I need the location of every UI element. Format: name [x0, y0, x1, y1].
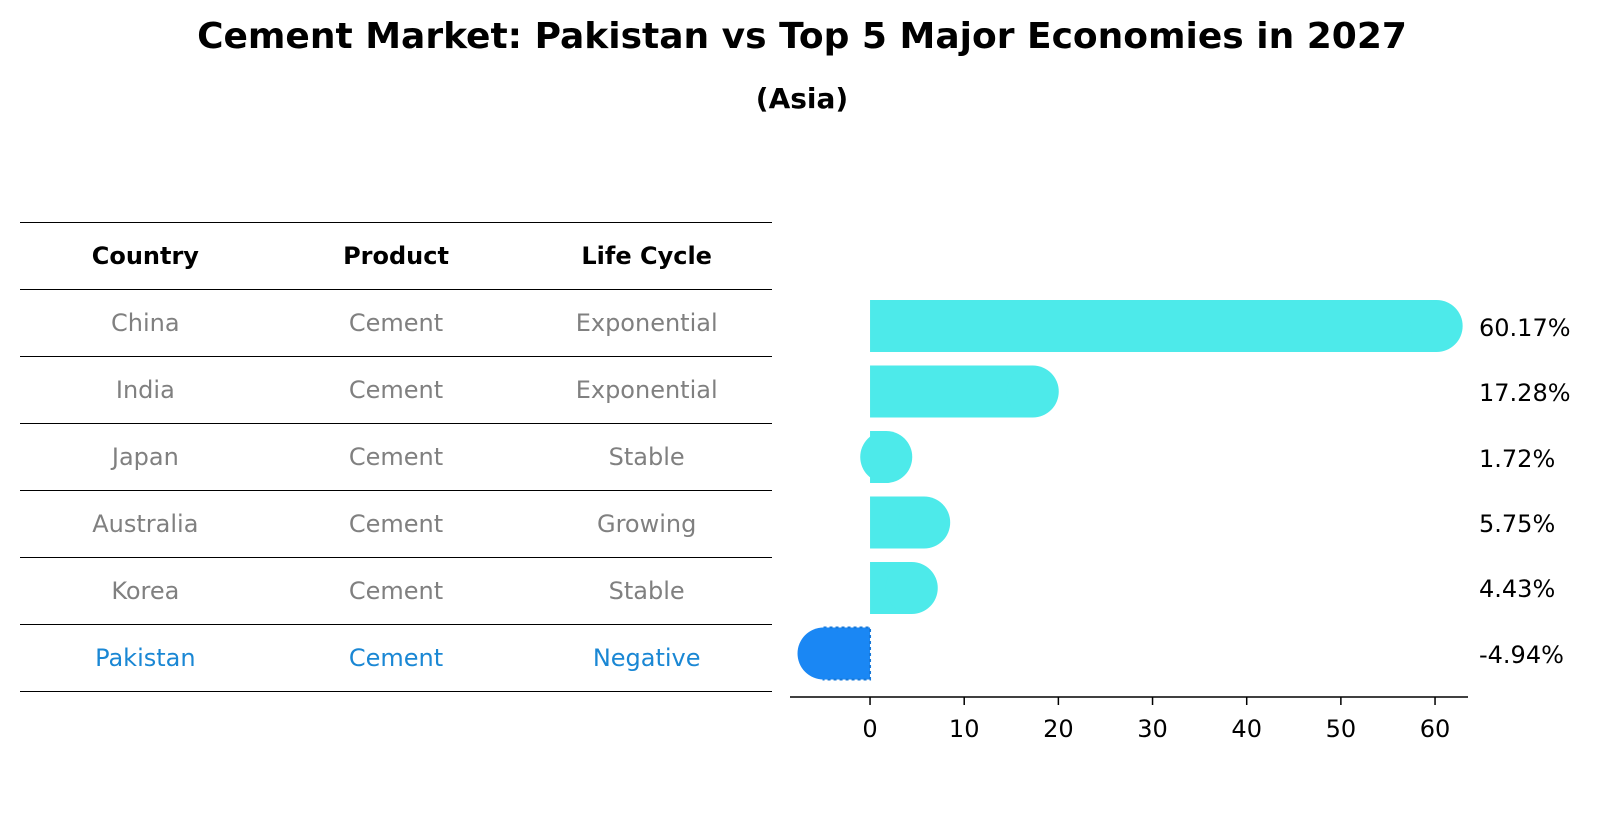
cell-life-cycle: Stable [608, 577, 685, 605]
x-tick-label: 0 [862, 715, 877, 743]
chart-subtitle: (Asia) [755, 82, 849, 115]
value-label: 17.28% [1479, 379, 1571, 407]
cell-product: Cement [348, 309, 444, 337]
x-tick-label: 40 [1231, 715, 1262, 743]
cell-product: Cement [348, 376, 444, 404]
header-life-cycle: Life Cycle [581, 242, 712, 270]
table-row-highlighted: Pakistan Cement Negative [20, 625, 772, 692]
x-tick-label: 20 [1043, 715, 1074, 743]
value-label: 1.72% [1479, 445, 1556, 473]
data-table: Country Product Life Cycle China Cement … [20, 222, 772, 692]
table-header-row: Country Product Life Cycle [20, 223, 772, 290]
cell-country: China [111, 309, 180, 337]
cell-country: Japan [111, 443, 179, 471]
table-row: Japan Cement Stable [20, 424, 772, 491]
value-label: 4.43% [1479, 575, 1556, 603]
cell-life-cycle: Negative [592, 644, 701, 672]
table-row: Korea Cement Stable [20, 558, 772, 625]
cell-country: India [115, 376, 175, 404]
chart-title: Cement Market: Pakistan vs Top 5 Major E… [197, 16, 1407, 57]
cell-product: Cement [348, 644, 444, 672]
bar-pakistan [797, 626, 872, 681]
cell-country: Australia [92, 510, 199, 538]
x-tick-label: 30 [1137, 715, 1168, 743]
bar-korea [870, 562, 938, 614]
table-row: Australia Cement Growing [20, 491, 772, 558]
bar-australia [870, 496, 951, 549]
cell-life-cycle: Exponential [575, 376, 718, 404]
bar-china [870, 300, 1463, 352]
x-tick-label: 10 [949, 715, 980, 743]
header-country: Country [91, 242, 199, 270]
bar-japan [860, 431, 913, 483]
table-row: China Cement Exponential [20, 290, 772, 357]
value-label: 5.75% [1479, 510, 1556, 538]
cell-product: Cement [348, 577, 444, 605]
cell-product: Cement [348, 510, 444, 538]
cell-country: Pakistan [95, 644, 196, 672]
bar-india [870, 365, 1059, 418]
x-tick-label: 60 [1420, 715, 1451, 743]
cell-product: Cement [348, 443, 444, 471]
table-row: India Cement Exponential [20, 357, 772, 424]
value-label: -4.94% [1479, 641, 1564, 669]
cell-life-cycle: Exponential [575, 309, 718, 337]
value-label: 60.17% [1479, 314, 1571, 342]
x-tick-label: 50 [1326, 715, 1357, 743]
cell-life-cycle: Growing [596, 510, 697, 538]
cell-country: Korea [111, 577, 180, 605]
cell-life-cycle: Stable [608, 443, 685, 471]
header-product: Product [343, 242, 449, 270]
